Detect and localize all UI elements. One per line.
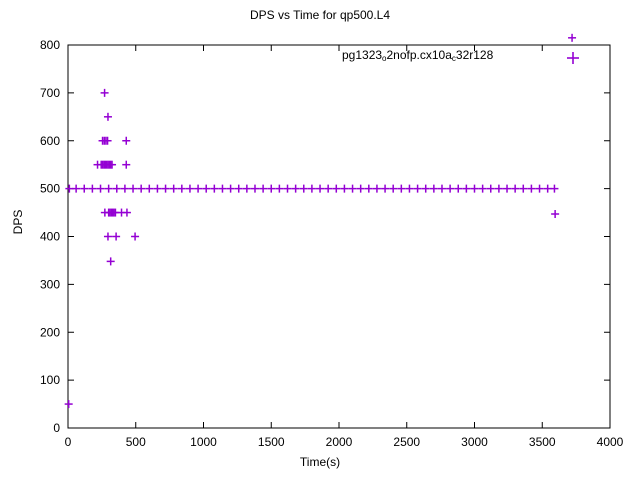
svg-text:100: 100 bbox=[40, 373, 60, 387]
svg-text:300: 300 bbox=[40, 277, 60, 291]
svg-text:200: 200 bbox=[40, 325, 60, 339]
svg-text:3500: 3500 bbox=[529, 435, 556, 449]
svg-text:600: 600 bbox=[40, 134, 60, 148]
data-points bbox=[64, 33, 577, 409]
svg-text:1000: 1000 bbox=[190, 435, 217, 449]
svg-text:400: 400 bbox=[40, 230, 60, 244]
svg-text:3000: 3000 bbox=[461, 435, 488, 449]
svg-text:0: 0 bbox=[53, 421, 60, 435]
svg-text:2500: 2500 bbox=[393, 435, 420, 449]
svg-text:4000: 4000 bbox=[597, 435, 624, 449]
svg-text:0: 0 bbox=[65, 435, 72, 449]
chart-title: DPS vs Time for qp500.L4 bbox=[249, 8, 391, 22]
svg-text:700: 700 bbox=[40, 86, 60, 100]
svg-text:500: 500 bbox=[126, 435, 146, 449]
legend-entry-label: pg1323o2nofp.cx10ac32r128 bbox=[342, 48, 494, 63]
x-axis-label: Time(s) bbox=[299, 455, 341, 469]
svg-text:1500: 1500 bbox=[258, 435, 285, 449]
svg-text:800: 800 bbox=[40, 38, 60, 52]
legend-marker-plus-icon bbox=[567, 52, 579, 64]
svg-text:500: 500 bbox=[40, 182, 60, 196]
svg-text:2000: 2000 bbox=[326, 435, 353, 449]
y-axis-label: DPS bbox=[11, 209, 25, 235]
